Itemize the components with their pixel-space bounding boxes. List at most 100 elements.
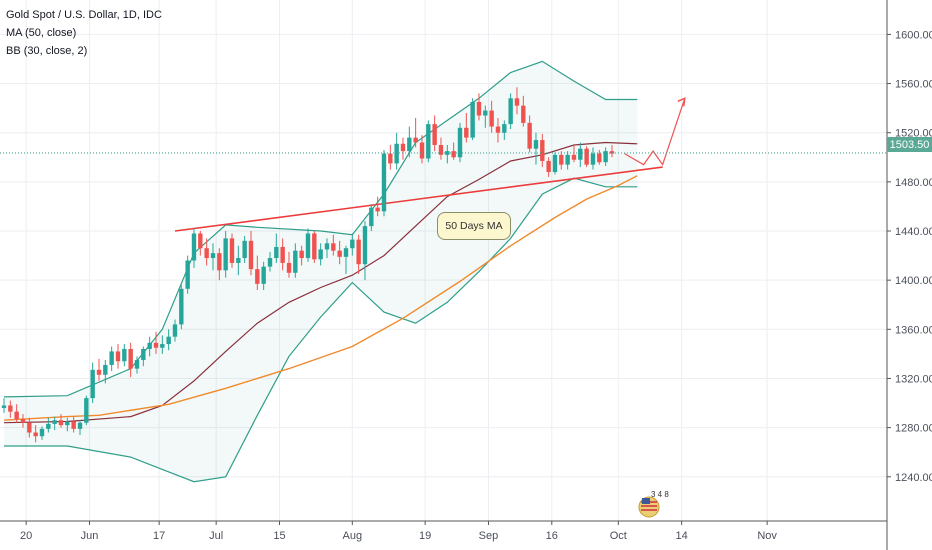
candle-body — [495, 126, 501, 133]
y-tick-label: 1320.00 — [895, 373, 932, 385]
candle-body — [20, 419, 26, 423]
legend-ma: MA (50, close) — [6, 27, 77, 39]
last-price-tag: 1503.50 — [887, 137, 932, 152]
candle-body — [464, 127, 469, 138]
trendline-group — [174, 97, 686, 232]
candles — [1, 87, 615, 443]
candle-body — [457, 127, 463, 158]
bb-upper-line — [3, 60, 638, 398]
y-tick-label: 1280.00 — [895, 423, 932, 435]
candle-body — [514, 98, 520, 106]
candle-body — [559, 154, 564, 165]
candle-body — [1, 405, 7, 408]
candle-body — [217, 253, 222, 271]
bollinger-bands — [3, 60, 638, 483]
candle-body — [109, 351, 114, 365]
candle-body — [438, 144, 444, 155]
ma-callout: 50 Days MA — [437, 212, 511, 240]
candle-body — [552, 154, 558, 173]
candle-body — [394, 143, 399, 164]
x-tick-label: 14 — [676, 530, 688, 542]
candle-body — [546, 160, 551, 173]
candle-body — [609, 151, 615, 154]
candle-body — [160, 344, 165, 348]
legend-title: Gold Spot / U.S. Dollar, 1D, IDC — [6, 9, 162, 21]
candle-body — [533, 140, 539, 149]
candle-body — [470, 101, 475, 138]
candle-body — [356, 239, 361, 265]
candle-body — [229, 238, 235, 263]
candle-body — [312, 233, 317, 260]
flag-badge-icon[interactable]: 3 4 8 — [637, 489, 669, 519]
candle-body — [476, 101, 482, 116]
candle-body — [223, 238, 228, 271]
candle-body — [134, 360, 140, 369]
candle-body — [153, 342, 159, 348]
candle-body — [299, 250, 304, 259]
candle-body — [508, 98, 513, 125]
candle-body — [71, 421, 76, 429]
candle-body — [293, 250, 298, 273]
y-tick-label: 1600.00 — [895, 29, 932, 41]
candle-body — [236, 258, 241, 263]
y-tick-label: 1240.00 — [895, 472, 932, 484]
legend-bb: BB (30, close, 2) — [6, 45, 88, 57]
candle-body — [540, 140, 545, 161]
candle-body — [261, 266, 266, 284]
last-price-text: 1503.50 — [889, 138, 930, 151]
candle-body — [343, 248, 349, 257]
candle-body — [578, 148, 583, 160]
candle-body — [369, 207, 374, 227]
projection-path — [624, 98, 686, 167]
candle-body — [8, 405, 13, 412]
candle-body — [65, 421, 70, 426]
candle-body — [489, 110, 494, 127]
x-tick-label: 17 — [153, 530, 165, 542]
candle-body — [96, 369, 102, 375]
candle-body — [388, 153, 393, 164]
candle-body — [248, 240, 254, 270]
candle-body — [77, 422, 83, 429]
candle-body — [331, 243, 336, 251]
candle-body — [27, 422, 32, 433]
x-tick-label: 16 — [546, 530, 558, 542]
candle-body — [337, 250, 342, 257]
y-tick-label: 1480.00 — [895, 177, 932, 189]
x-tick-label: Nov — [757, 530, 777, 542]
candle-body — [324, 243, 330, 250]
candle-body — [426, 124, 431, 159]
candle-body — [39, 428, 45, 437]
candle-body — [375, 207, 380, 212]
candle-body — [191, 233, 197, 261]
candle-body — [115, 351, 121, 362]
projection-arrowhead — [677, 97, 686, 107]
candle-body — [14, 411, 19, 420]
x-tick-label: Jul — [209, 530, 223, 542]
candle-body — [122, 348, 127, 362]
x-tick-label: 15 — [273, 530, 285, 542]
candle-body — [84, 398, 89, 423]
candle-body — [527, 122, 532, 149]
bb-lower-line — [4, 177, 638, 483]
candle-body — [58, 420, 64, 426]
candle-body — [166, 336, 171, 345]
candle-body — [571, 154, 577, 160]
candle-body — [280, 246, 285, 263]
bb-fill — [4, 61, 638, 482]
candle-body — [597, 153, 602, 163]
legend: Gold Spot / U.S. Dollar, 1D, IDC MA (50,… — [6, 6, 162, 60]
candle-body — [590, 153, 596, 165]
x-tick-label: Aug — [343, 530, 363, 542]
x-tick-label: Oct — [610, 530, 627, 542]
candle-body — [521, 105, 526, 123]
ma50-line — [3, 175, 638, 421]
candle-body — [318, 249, 323, 260]
candle-body — [210, 253, 216, 259]
candle-body — [286, 262, 292, 273]
candle-body — [502, 124, 507, 133]
candle-body — [603, 151, 608, 163]
candle-body — [46, 423, 51, 429]
